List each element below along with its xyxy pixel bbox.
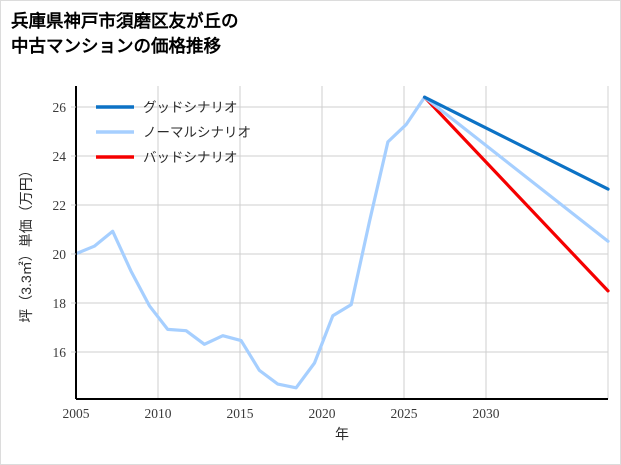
- y-tick-label: 18: [53, 296, 67, 311]
- series-normal-scenario: [74, 95, 427, 390]
- x-axis-title: 年: [335, 426, 349, 442]
- x-tick-label: 2025: [391, 406, 418, 421]
- good-scenario-line: [423, 95, 610, 191]
- normal-scenario-line: [74, 95, 427, 390]
- x-tick-label: 2030: [473, 406, 500, 421]
- chart-legend: グッドシナリオ ノーマルシナリオ バッドシナリオ: [96, 100, 251, 165]
- horizontal-gridlines: [76, 106, 608, 353]
- legend-label-normal: ノーマルシナリオ: [143, 125, 251, 140]
- y-axis-title: 坪（3.3㎡）単価（万円）: [18, 163, 34, 322]
- x-tick-label: 2005: [63, 406, 90, 421]
- x-tick-label: 2020: [309, 406, 336, 421]
- normal-scenario-forecast-line: [423, 95, 610, 243]
- legend-label-bad: バッドシナリオ: [143, 150, 238, 165]
- y-axis-ticks: 26 24 22 20 18 16: [53, 100, 76, 360]
- bad-scenario-line: [423, 95, 610, 293]
- series-bad-scenario: [423, 95, 610, 293]
- x-tick-label: 2010: [145, 406, 172, 421]
- legend-label-good: グッドシナリオ: [143, 100, 238, 115]
- x-axis-ticks: 2005 2010 2015 2020 2025 2030: [63, 406, 500, 421]
- x-tick-label: 2015: [227, 406, 254, 421]
- series-good-scenario: [423, 95, 610, 191]
- axis-spines: [75, 86, 608, 400]
- y-tick-label: 20: [53, 247, 67, 262]
- series-normal-scenario-forecast: [423, 95, 610, 243]
- y-tick-label: 24: [53, 149, 67, 164]
- y-tick-label: 16: [53, 345, 67, 360]
- y-tick-label: 22: [53, 198, 67, 213]
- y-tick-label: 26: [53, 100, 67, 115]
- page-title: 兵庫県神戸市須磨区友が丘の 中古マンションの価格推移: [11, 11, 239, 57]
